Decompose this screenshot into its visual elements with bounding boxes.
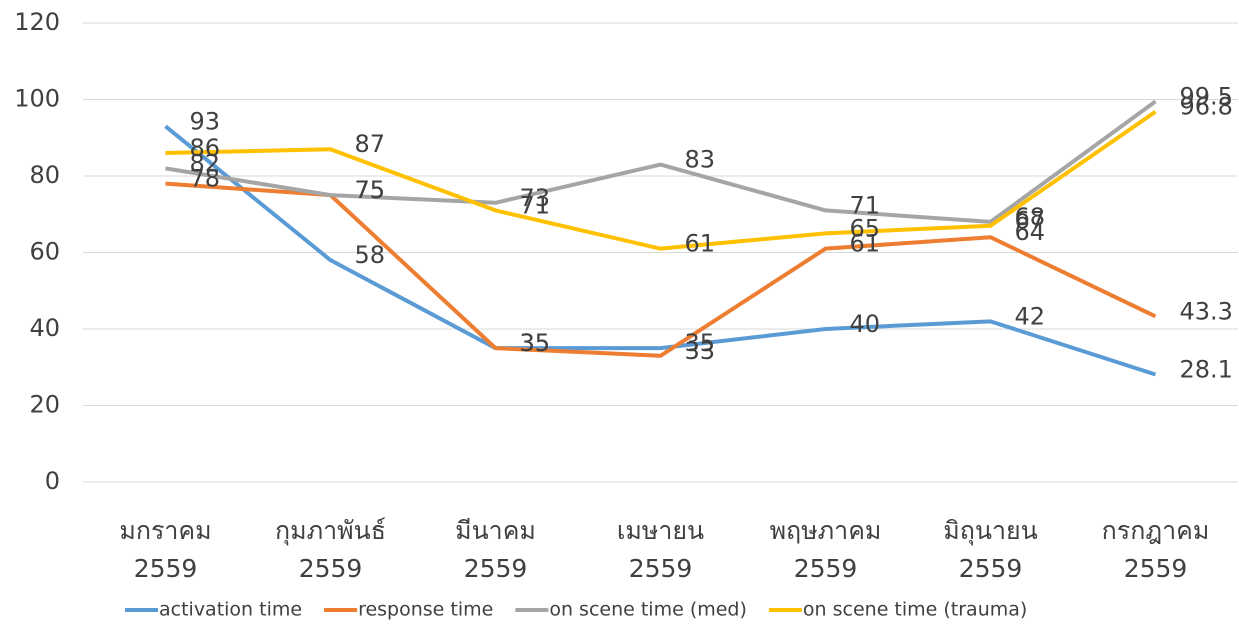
data-label: 61 — [850, 230, 881, 258]
y-tick-label: 60 — [29, 238, 60, 266]
data-label: 75 — [355, 176, 386, 204]
y-tick-label: 80 — [29, 161, 60, 189]
y-tick-label: 120 — [14, 8, 60, 36]
x-tick-label: เมษายน 2559 — [616, 516, 705, 583]
data-label: 33 — [685, 337, 716, 365]
data-label: 87 — [355, 130, 386, 158]
x-tick-label: กรกฎาคม 2559 — [1101, 516, 1210, 583]
data-label: 64 — [1015, 218, 1046, 246]
legend-label: on scene time (trauma) — [803, 599, 1027, 621]
y-tick-label: 40 — [29, 314, 60, 342]
data-label: 99.5 — [1180, 82, 1233, 110]
data-label: 96.8 — [1180, 93, 1233, 121]
data-label: 86 — [190, 134, 221, 162]
x-tick-label: กุมภาพันธ์ 2559 — [275, 516, 386, 583]
data-label: 43.3 — [1180, 297, 1233, 325]
data-label: 73 — [520, 184, 551, 212]
data-label: 35 — [520, 329, 551, 357]
legend-label: on scene time (med) — [549, 599, 747, 621]
data-label: 61 — [685, 230, 716, 258]
data-label: 82 — [190, 149, 221, 177]
data-label: 68 — [1015, 203, 1046, 231]
series-line — [164, 124, 1157, 377]
y-tick-label: 20 — [29, 391, 60, 419]
x-tick-label: มีนาคม 2559 — [455, 516, 536, 583]
x-tick-label: มกราคม 2559 — [119, 516, 212, 583]
data-label: 65 — [850, 214, 881, 242]
y-tick-label: 0 — [45, 467, 60, 495]
legend-label: activation time — [159, 599, 302, 621]
legend-label: response time — [358, 599, 493, 621]
x-tick-label: มิถุนายน 2559 — [943, 516, 1038, 583]
data-label: 83 — [685, 146, 716, 174]
y-tick-label: 100 — [14, 85, 60, 113]
data-label: 67 — [1015, 207, 1046, 235]
data-label: 28.1 — [1180, 356, 1233, 384]
data-label: 40 — [850, 310, 881, 338]
data-label: 78 — [190, 165, 221, 193]
data-label: 71 — [850, 191, 881, 219]
data-label: 93 — [190, 107, 221, 135]
series-line — [165, 99, 1157, 224]
data-label: 71 — [520, 191, 551, 219]
data-label: 75 — [355, 176, 386, 204]
data-label: 42 — [1015, 302, 1046, 330]
data-label: 58 — [355, 241, 386, 269]
x-tick-label: พฤษภาคม 2559 — [769, 516, 882, 583]
data-label: 35 — [685, 329, 716, 357]
data-label: 35 — [520, 329, 551, 357]
series-line — [165, 110, 1157, 251]
